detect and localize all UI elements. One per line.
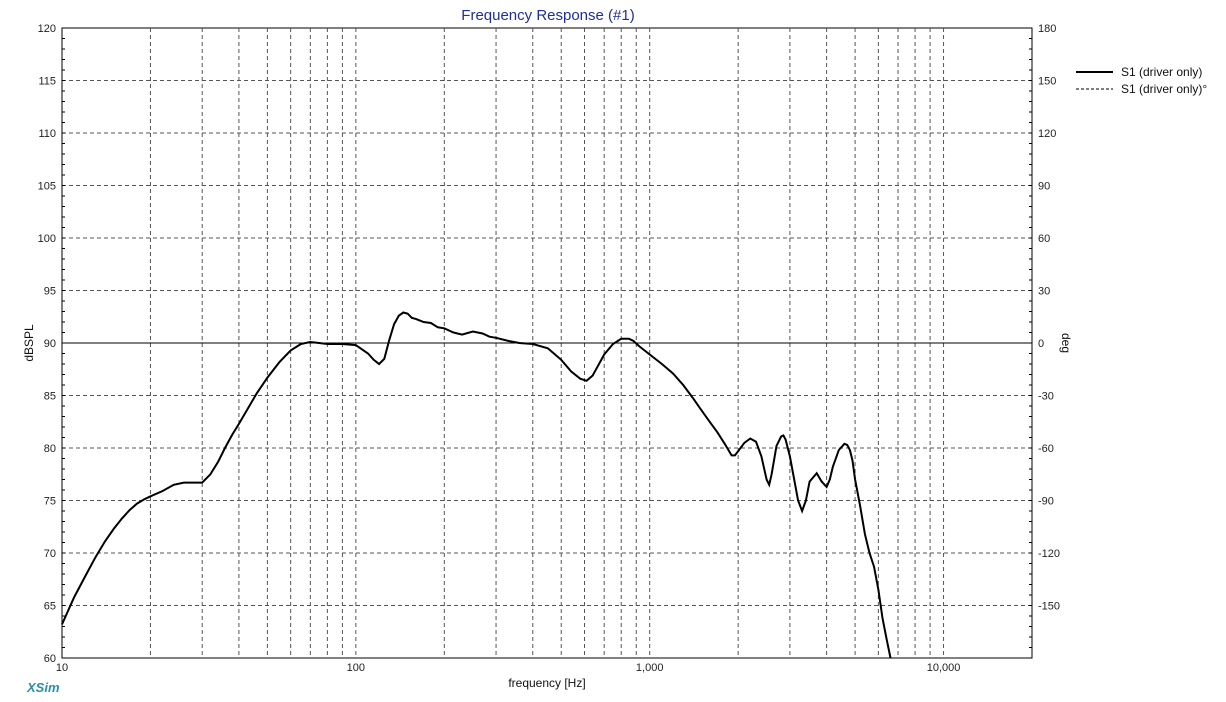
spl-curve — [61, 311, 892, 659]
y2-axis-label: deg — [1059, 333, 1073, 353]
y2-tick-label: -150 — [1038, 601, 1060, 613]
legend-label-spl: S1 (driver only) — [1121, 65, 1202, 79]
y-tick-label: 80 — [44, 443, 56, 455]
y-tick-label: 75 — [44, 496, 56, 508]
legend: S1 (driver only) S1 (driver only)° — [1076, 65, 1207, 96]
y-tick-label: 120 — [38, 23, 56, 35]
x-tick-label: 10,000 — [927, 662, 961, 674]
y-tick-label: 70 — [44, 548, 56, 560]
y2-tick-label: 30 — [1038, 286, 1050, 298]
y-tick-label: 85 — [44, 391, 56, 403]
y2-tick-label: -90 — [1038, 496, 1054, 508]
x-tick-label: 100 — [347, 662, 365, 674]
y-axis-label: dBSPL — [22, 324, 36, 362]
y-tick-label: 95 — [44, 286, 56, 298]
chart-title: Frequency Response (#1) — [461, 7, 634, 24]
y-tick-label: 110 — [38, 128, 56, 140]
y-tick-label: 60 — [44, 653, 56, 665]
y2-tick-label: 120 — [1038, 128, 1056, 140]
y2-tick-label: -30 — [1038, 391, 1054, 403]
y2-tick-label: 150 — [1038, 76, 1056, 88]
y-tick-label: 105 — [38, 181, 56, 193]
y2-tick-label: 60 — [1038, 233, 1050, 245]
y-tick-label: 100 — [38, 233, 56, 245]
tick-labels: 6065707580859095100105110115120-150-120-… — [38, 23, 1060, 674]
x-tick-label: 1,000 — [636, 662, 664, 674]
legend-label-phase: S1 (driver only)° — [1121, 82, 1207, 96]
y2-tick-label: 0 — [1038, 338, 1044, 350]
y-tick-label: 115 — [38, 76, 56, 88]
y2-tick-label: 180 — [1038, 23, 1056, 35]
y2-tick-label: -120 — [1038, 548, 1060, 560]
y2-tick-label: 90 — [1038, 181, 1050, 193]
y-tick-label: 90 — [44, 338, 56, 350]
y-tick-label: 65 — [44, 601, 56, 613]
xsim-logo: XSim — [27, 680, 60, 695]
x-axis-label: frequency [Hz] — [508, 676, 585, 690]
y2-tick-label: -60 — [1038, 443, 1054, 455]
x-tick-label: 10 — [56, 662, 68, 674]
